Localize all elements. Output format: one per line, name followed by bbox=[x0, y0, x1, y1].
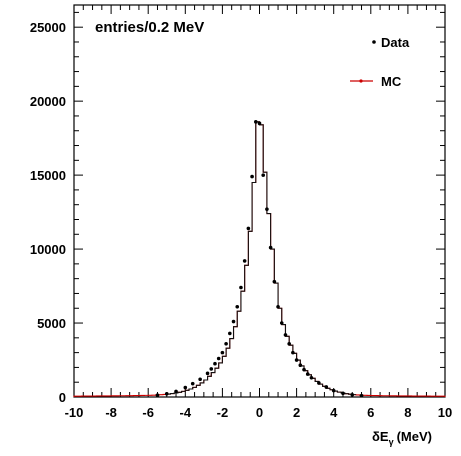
data-point bbox=[261, 173, 266, 177]
mc-core bbox=[166, 121, 356, 396]
data-point bbox=[198, 377, 202, 382]
data-point bbox=[350, 392, 355, 397]
y-tick-label: 10000 bbox=[30, 242, 66, 257]
data-point bbox=[220, 350, 225, 355]
y-tick-label: 25000 bbox=[30, 20, 66, 35]
x-axis-label-sub: γ bbox=[389, 437, 394, 447]
data-point bbox=[216, 356, 221, 361]
x-tick-label: -8 bbox=[105, 405, 117, 420]
data-point bbox=[268, 245, 273, 250]
y-axis-ticks: 0 5000 10000 15000 20000 25000 bbox=[30, 11, 445, 405]
x-tick-label: -4 bbox=[180, 405, 192, 420]
data-point bbox=[359, 393, 364, 398]
data-point bbox=[190, 381, 195, 386]
data-point bbox=[302, 367, 306, 372]
data-point bbox=[279, 321, 284, 325]
y-tick-label: 5000 bbox=[37, 316, 66, 331]
data-point bbox=[174, 389, 178, 394]
data-point bbox=[228, 331, 232, 336]
x-tick-label: -6 bbox=[142, 405, 154, 420]
data-point bbox=[291, 350, 295, 355]
data-point bbox=[246, 226, 251, 231]
annotation-entries: entries/0.2 MeV bbox=[95, 19, 204, 36]
data-series bbox=[155, 120, 364, 398]
data-point bbox=[257, 121, 262, 126]
x-axis-label-main: δE bbox=[372, 429, 389, 444]
x-tick-label: 10 bbox=[438, 405, 452, 420]
data-point bbox=[231, 319, 236, 324]
data-point bbox=[265, 207, 269, 211]
data-point bbox=[183, 385, 188, 390]
x-tick-label: -2 bbox=[217, 405, 229, 420]
x-tick-label: 2 bbox=[293, 405, 300, 420]
x-axis-label: δEγ (MeV) bbox=[372, 429, 432, 447]
x-tick-label: -10 bbox=[65, 405, 84, 420]
x-tick-label: 8 bbox=[404, 405, 411, 420]
legend-data-label: Data bbox=[381, 35, 410, 50]
mc-series bbox=[73, 121, 446, 397]
x-axis-label-unit: (MeV) bbox=[397, 429, 432, 444]
data-point bbox=[309, 375, 314, 380]
data-point bbox=[205, 371, 210, 376]
plot-frame bbox=[73, 4, 446, 398]
x-tick-label: 0 bbox=[256, 405, 263, 420]
data-point bbox=[239, 285, 243, 290]
data-point bbox=[294, 358, 299, 362]
data-point bbox=[164, 391, 169, 396]
y-tick-label: 15000 bbox=[30, 168, 66, 183]
data-point bbox=[213, 361, 217, 366]
data-point bbox=[242, 259, 247, 263]
legend-mc-marker bbox=[359, 79, 363, 83]
data-point bbox=[298, 363, 303, 367]
data-point bbox=[224, 341, 228, 346]
data-point bbox=[253, 120, 258, 124]
data-point bbox=[209, 367, 214, 371]
y-tick-label: 0 bbox=[59, 390, 66, 405]
mc-outline bbox=[73, 121, 446, 397]
data-point bbox=[317, 381, 321, 385]
data-point bbox=[324, 385, 329, 389]
data-point bbox=[341, 391, 345, 396]
y-tick-label: 20000 bbox=[30, 94, 66, 109]
data-point bbox=[276, 304, 280, 309]
legend-mc-label: MC bbox=[381, 74, 402, 89]
data-point bbox=[250, 174, 254, 179]
legend-data-marker bbox=[372, 40, 376, 44]
data-point bbox=[272, 279, 277, 284]
data-point bbox=[155, 393, 160, 398]
data-point bbox=[305, 372, 310, 376]
data-point bbox=[235, 304, 240, 309]
data-point bbox=[283, 333, 288, 337]
x-tick-label: 4 bbox=[330, 405, 338, 420]
data-point bbox=[287, 341, 291, 346]
x-tick-label: 6 bbox=[367, 405, 374, 420]
x-axis-ticks: -10 -8 -6 -4 -2 0 2 4 6 8 10 bbox=[65, 5, 452, 420]
data-point bbox=[331, 388, 336, 393]
